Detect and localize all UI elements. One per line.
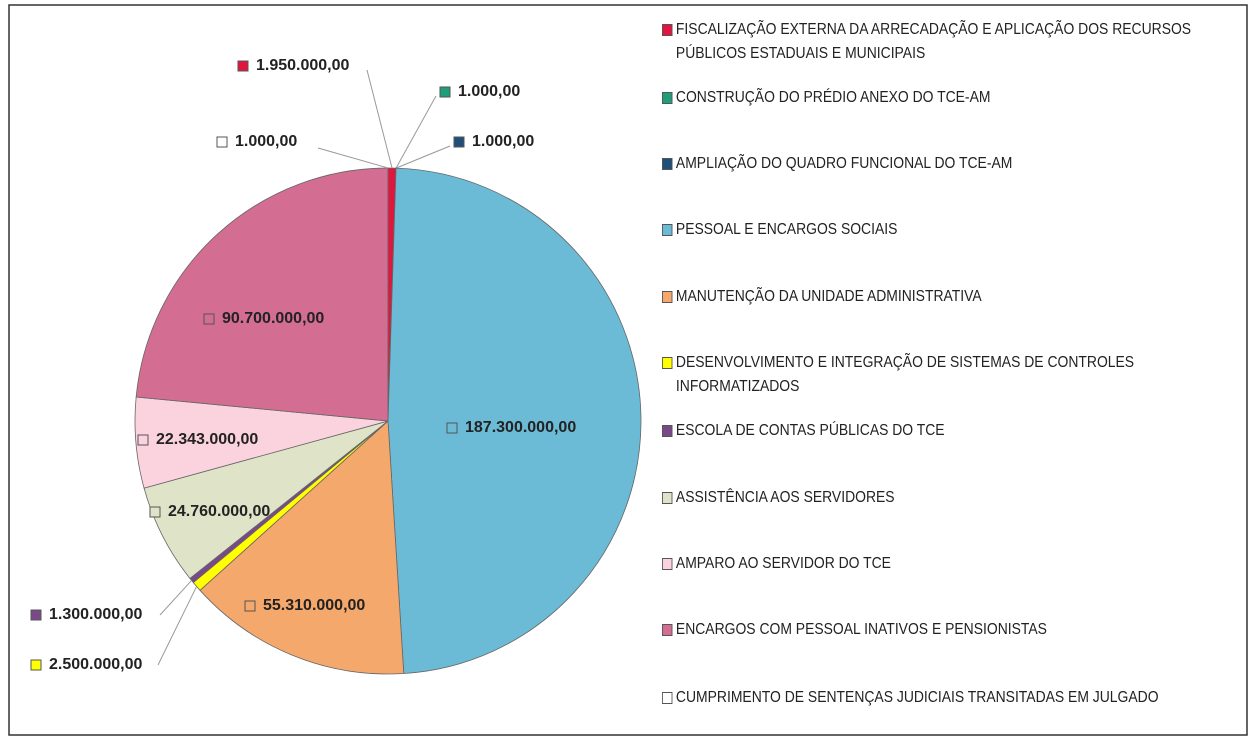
legend-label: ASSISTÊNCIA AOS SERVIDORES [675,489,895,506]
data-label: 1.000,00 [235,133,297,150]
legend-label: AMPLIAÇÃO DO QUADRO FUNCIONAL DO TCE-AM [675,155,1013,172]
data-label: 55.310.000,00 [263,597,365,614]
legend-swatch [662,357,673,369]
legend-entry: FISCALIZAÇÃO EXTERNA DA ARRECADAÇÃO E AP… [662,18,1236,66]
legend-swatch [662,24,673,36]
legend-label: MANUTENÇÃO DA UNIDADE ADMINISTRATIVA [675,288,982,305]
legend-entry: PESSOAL E ENCARGOS SOCIAIS [662,218,1236,242]
chart-frame [8,4,1248,736]
data-label: 22.343.000,00 [156,431,258,448]
data-label: 1.000,00 [472,133,534,150]
legend-label: DESENVOLVIMENTO E INTEGRAÇÃO DE SISTEMAS… [675,354,1135,395]
data-label: 1.950.000,00 [256,57,350,74]
leader-line [157,586,198,666]
data-label: 2.500.000,00 [49,656,143,673]
legend-label: ENCARGOS COM PESSOAL INATIVOS E PENSIONI… [675,621,1047,638]
legend-label: PESSOAL E ENCARGOS SOCIAIS [675,221,898,238]
label-swatch [149,506,161,518]
legend-swatch [662,624,673,636]
legend-entry: CONSTRUÇÃO DO PRÉDIO ANEXO DO TCE-AM [662,86,1236,110]
legend-entry: CUMPRIMENTO DE SENTENÇAS JUDICIAIS TRANS… [662,686,1236,710]
label-swatch [216,136,228,148]
legend-entry: DESENVOLVIMENTO E INTEGRAÇÃO DE SISTEMAS… [662,351,1236,399]
label-swatch [439,86,451,98]
legend-swatch [662,224,673,236]
legend-swatch [662,291,673,303]
label-swatch [237,60,249,72]
data-label: 24.760.000,00 [168,503,270,520]
legend-entry: AMPARO AO SERVIDOR DO TCE [662,552,1236,576]
legend-swatch [662,425,673,437]
label-swatch [30,659,42,671]
legend-swatch [662,158,673,170]
legend-entry: MANUTENÇÃO DA UNIDADE ADMINISTRATIVA [662,285,1236,309]
legend-label: AMPARO AO SERVIDOR DO TCE [675,555,891,572]
legend-swatch [662,492,673,504]
legend-entry: ENCARGOS COM PESSOAL INATIVOS E PENSIONI… [662,618,1236,642]
leader-line [159,580,192,616]
legend-entry: AMPLIAÇÃO DO QUADRO FUNCIONAL DO TCE-AM [662,152,1236,176]
label-swatch [203,313,215,325]
legend-swatch [662,558,673,570]
label-swatch [446,422,458,434]
legend-entry: ESCOLA DE CONTAS PÚBLICAS DO TCE [662,419,1236,443]
label-swatch [453,136,465,148]
pie-slice [135,167,389,422]
legend-swatch [662,92,673,104]
legend-entry: ASSISTÊNCIA AOS SERVIDORES [662,486,1236,510]
legend-label: CUMPRIMENTO DE SENTENÇAS JUDICIAIS TRANS… [675,689,1159,706]
leader-line [317,147,389,169]
leader-line [395,145,451,169]
legend-label: FISCALIZAÇÃO EXTERNA DA ARRECADAÇÃO E AP… [675,21,1192,62]
pie-slice [387,167,642,674]
data-label: 1.300.000,00 [49,606,143,623]
data-label: 90.700.000,00 [222,310,324,327]
data-label: 187.300.000,00 [465,419,576,436]
label-swatch [244,600,256,612]
label-swatch [30,609,42,621]
leader-line [366,69,393,169]
legend-label: CONSTRUÇÃO DO PRÉDIO ANEXO DO TCE-AM [675,89,991,106]
label-swatch [137,434,149,446]
legend-label: ESCOLA DE CONTAS PÚBLICAS DO TCE [675,422,945,439]
data-label: 1.000,00 [458,83,520,100]
legend-swatch [662,692,673,704]
leader-line [395,95,437,169]
